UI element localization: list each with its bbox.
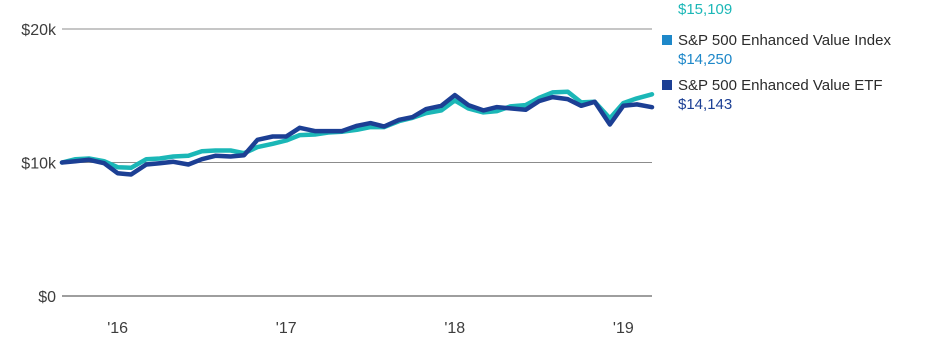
x-tick-label: '18	[444, 320, 465, 337]
legend-value-etf: $14,143	[678, 96, 733, 113]
series-line-1	[59, 92, 655, 177]
top-series-end-value: $15,109	[678, 1, 733, 18]
y-tick-label: $0	[38, 289, 56, 306]
legend-label-index: S&P 500 Enhanced Value Index	[678, 31, 891, 49]
legend-swatch-etf	[662, 80, 672, 90]
chart-legend: $15,109 S&P 500 Enhanced Value Index $14…	[662, 0, 946, 115]
legend-value-index: $14,250	[678, 51, 733, 68]
y-axis-ticks: $20k $10k $0	[21, 22, 57, 306]
x-tick-label: '16	[107, 320, 128, 337]
x-axis-ticks: '16 '17 '18 '19	[107, 320, 634, 337]
legend-item-etf: S&P 500 Enhanced Value ETF	[662, 75, 946, 95]
series-line-0	[59, 89, 655, 171]
x-tick-label: '17	[276, 320, 297, 337]
y-tick-label: $20k	[21, 22, 57, 39]
chart-series	[59, 89, 655, 177]
legend-swatch-index	[662, 35, 672, 45]
y-tick-label: $10k	[21, 156, 57, 173]
x-tick-label: '19	[613, 320, 634, 337]
legend-label-etf: S&P 500 Enhanced Value ETF	[678, 76, 883, 94]
legend-item-index: S&P 500 Enhanced Value Index	[662, 30, 946, 50]
